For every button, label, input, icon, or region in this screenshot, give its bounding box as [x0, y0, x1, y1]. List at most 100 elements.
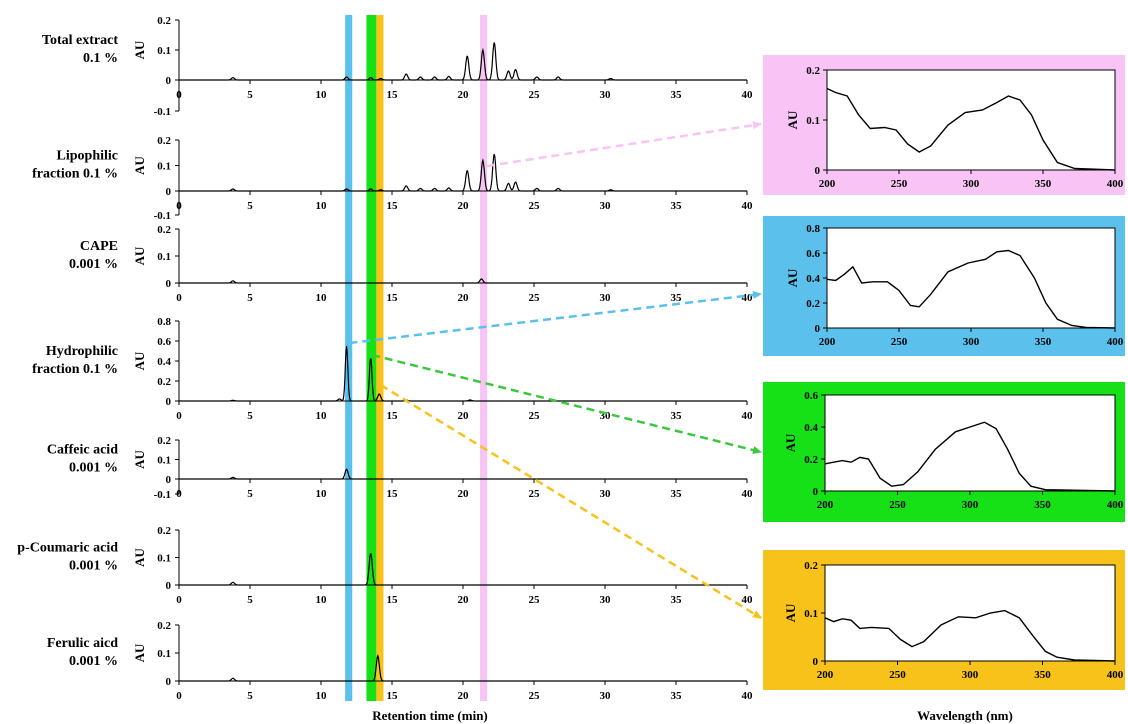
- spectrum-plot-area: [824, 564, 1116, 662]
- wavelength-label: Wavelength (nm): [917, 708, 1013, 723]
- x-tick-label: 25: [529, 200, 541, 212]
- spectrum-line: [826, 87, 1116, 171]
- y-tick-label: 0.2: [157, 376, 171, 388]
- y-axis-label: AU: [132, 40, 147, 59]
- y-tick-label: -0.1: [154, 489, 171, 501]
- x-tick-label: 25: [529, 594, 541, 606]
- connector-arrows: [349, 121, 762, 620]
- y-tick-label: 0.2: [157, 224, 171, 236]
- y-tick-label: 0.4: [804, 422, 818, 434]
- x-tick-label: 400: [1107, 499, 1124, 511]
- chromatograms: 0.2 0.1 0 -0.1 0 5 10 15 20 25 30 35 40 AU Total extra…: [17, 15, 753, 702]
- chromatogram-panel-total: 0.2 0.1 0 -0.1 0 5 10 15 20 25 30 35 40 AU Total extra…: [42, 15, 753, 118]
- x-tick-label: 300: [962, 669, 979, 681]
- sample-name: CAPE: [80, 239, 118, 254]
- y-tick-label: 0.4: [157, 356, 171, 368]
- x-tick-label: 300: [963, 336, 980, 348]
- connector-arrow: [379, 383, 762, 620]
- x-tick-label: 400: [1107, 336, 1124, 348]
- x-tick-label: 20: [458, 690, 470, 702]
- x-tick-label: 10: [316, 690, 328, 702]
- x-tick-label: 5: [247, 89, 253, 101]
- y-tick-label: 0.6: [806, 248, 820, 260]
- x-tick-label: 0: [176, 594, 182, 606]
- x-tick-label: 350: [1035, 336, 1052, 348]
- y-tick-label: 0.2: [804, 454, 818, 466]
- x-tick-label: 20: [458, 89, 470, 101]
- x-tick-label: 0: [176, 200, 182, 212]
- chromatogram-trace: [179, 468, 747, 480]
- x-tick-label: 0: [176, 690, 182, 702]
- retention-time-label: Retention time (min): [372, 708, 488, 723]
- y-tick-label: 0.6: [804, 390, 818, 402]
- x-tick-label: 10: [316, 292, 328, 304]
- y-tick-label: 0: [815, 165, 821, 177]
- x-tick-label: 5: [247, 488, 253, 500]
- y-tick-label: 0: [166, 580, 172, 592]
- x-tick-label: 40: [742, 488, 754, 500]
- sample-concentration: 0.001 %: [69, 257, 118, 272]
- x-tick-label: 10: [316, 200, 328, 212]
- sample-name: Total extract: [42, 33, 118, 48]
- highlight-band: [376, 15, 384, 701]
- x-tick-label: 200: [819, 336, 836, 348]
- chromatogram-panel-ferulic: 0.2 0.1 00 5 10 15 20 25 30 35 40 AU Ferulic aicd 0.0…: [47, 620, 753, 702]
- sample-name: Ferulic aicd: [47, 636, 118, 651]
- x-tick-label: 0: [176, 488, 182, 500]
- y-tick-label: 0: [166, 676, 172, 688]
- y-tick-label: 0.2: [157, 435, 171, 447]
- y-tick-label: 0.1: [157, 553, 171, 565]
- x-tick-label: 15: [387, 89, 399, 101]
- x-tick-label: 15: [387, 200, 399, 212]
- chromatogram-trace: [179, 153, 747, 192]
- sample-concentration: fraction 0.1 %: [32, 167, 118, 182]
- chromatogram-trace: [179, 553, 747, 586]
- x-tick-label: 30: [600, 410, 612, 422]
- x-tick-label: 10: [316, 410, 328, 422]
- x-tick-label: 35: [671, 690, 683, 702]
- chromatogram-panel-coumaric: 0.2 0.1 00 5 10 15 20 25 30 35 40 AU p-Coumaric acid…: [17, 525, 753, 606]
- x-tick-label: 25: [529, 410, 541, 422]
- y-tick-label: 0: [813, 656, 819, 668]
- spectrum-plot-area: [826, 69, 1116, 171]
- sample-concentration: 0.001 %: [69, 461, 118, 476]
- spectrum-line: [826, 249, 1116, 329]
- x-tick-label: 5: [247, 200, 253, 212]
- x-tick-label: 15: [387, 594, 399, 606]
- chromatogram-trace: [179, 278, 747, 284]
- y-axis-label: AU: [132, 351, 147, 370]
- x-tick-label: 25: [529, 292, 541, 304]
- y-tick-label: 0.4: [806, 273, 820, 285]
- x-tick-label: 40: [742, 200, 754, 212]
- x-tick-label: 15: [387, 292, 399, 304]
- y-axis-label: AU: [785, 110, 800, 129]
- y-axis-label: AU: [132, 643, 147, 662]
- x-tick-label: 350: [1034, 669, 1051, 681]
- x-tick-label: 30: [600, 594, 612, 606]
- y-tick-label: -0.1: [154, 106, 171, 118]
- x-tick-label: 35: [671, 89, 683, 101]
- y-tick-label: 0.1: [157, 648, 171, 660]
- y-tick-label: 0: [813, 486, 819, 498]
- x-tick-label: 0: [176, 410, 182, 422]
- x-tick-label: 40: [742, 594, 754, 606]
- x-tick-label: 250: [889, 499, 906, 511]
- chromatogram-panel-cape: 0.2 0.1 00 5 10 15 20 25 30 35 40 AU CAPE 0.001 %: [69, 224, 753, 304]
- spectrum-plot-area: [824, 394, 1116, 492]
- sample-concentration: fraction 0.1 %: [32, 362, 118, 377]
- x-tick-label: 200: [819, 178, 836, 190]
- y-tick-label: 0: [166, 75, 172, 87]
- y-tick-label: 0.2: [157, 620, 171, 632]
- y-tick-label: 0.2: [157, 135, 171, 147]
- x-tick-label: 30: [600, 488, 612, 500]
- x-tick-label: 10: [316, 488, 328, 500]
- y-tick-label: 0.1: [804, 608, 818, 620]
- x-tick-label: 15: [387, 410, 399, 422]
- connector-arrow: [371, 353, 762, 454]
- x-tick-label: 0: [176, 89, 182, 101]
